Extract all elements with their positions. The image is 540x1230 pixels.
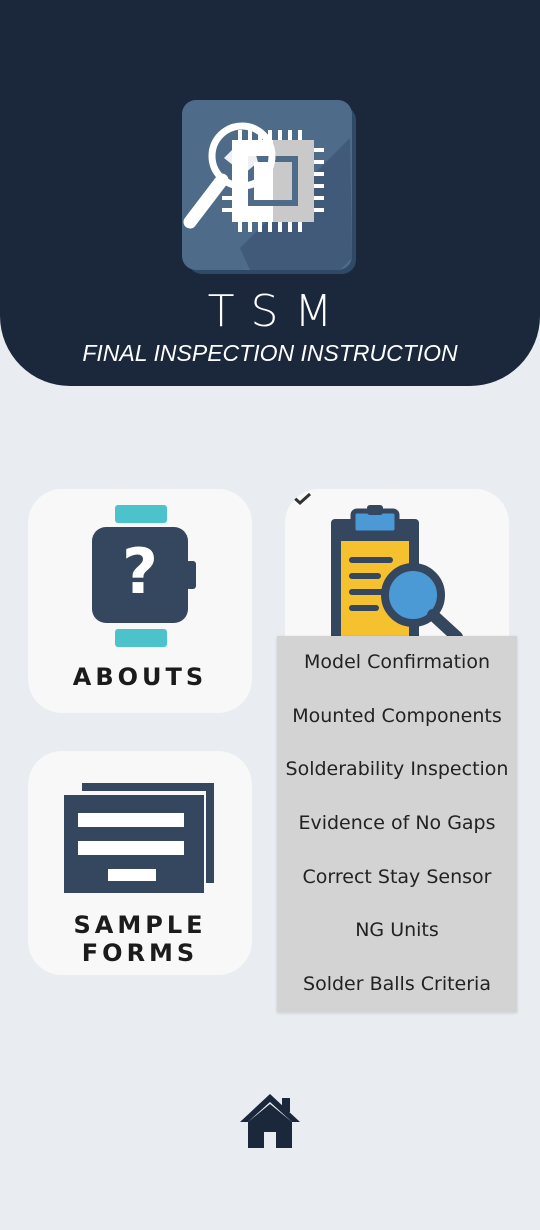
watch-question-icon: ?	[92, 505, 196, 647]
menu-item-mounted-components[interactable]: Mounted Components	[292, 704, 502, 727]
app-header: TSM FINAL INSPECTION INSTRUCTION	[0, 0, 540, 386]
menu-item-solderability-inspection[interactable]: Solderability Inspection	[285, 758, 509, 781]
abouts-card[interactable]: ? ABOUTS	[28, 489, 252, 713]
chip-magnifier-icon	[180, 98, 360, 278]
menu-item-model-confirmation[interactable]: Model Confirmation	[303, 651, 490, 673]
chevron-down-icon[interactable]	[285, 489, 315, 509]
menu-item-evidence-of-no-gaps[interactable]: Evidence of No Gaps	[298, 812, 496, 835]
home-icon	[240, 1094, 300, 1148]
clipboard-magnifier-icon	[331, 505, 463, 659]
menu-item-correct-stay-sensor[interactable]: Correct Stay Sensor	[302, 865, 492, 888]
abouts-label: ABOUTS	[72, 663, 208, 691]
inspection-dropdown-menu: Model Confirmation Mounted Components So…	[277, 636, 517, 1012]
app-subtitle: FINAL INSPECTION INSTRUCTION	[82, 340, 458, 366]
forms-stack-icon	[64, 783, 214, 893]
sample-forms-label-line2: FORMS	[81, 939, 199, 967]
app-title: TSM	[207, 286, 349, 337]
svg-text:?: ?	[122, 535, 158, 608]
menu-item-solder-balls-criteria[interactable]: Solder Balls Criteria	[303, 973, 491, 996]
sample-forms-card[interactable]: SAMPLE FORMS	[28, 751, 252, 975]
home-button[interactable]	[238, 1092, 302, 1150]
menu-item-ng-units[interactable]: NG Units	[355, 919, 439, 942]
sample-forms-label-line1: SAMPLE	[73, 911, 207, 939]
sample-forms-label: SAMPLE FORMS	[28, 911, 252, 967]
